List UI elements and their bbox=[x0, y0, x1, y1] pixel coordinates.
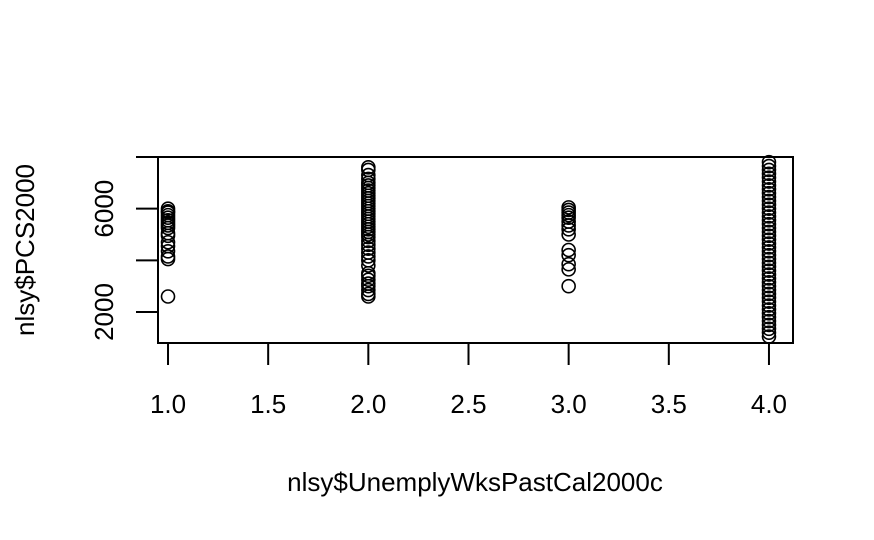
data-point bbox=[761, 271, 777, 286]
data-point bbox=[761, 274, 777, 290]
x-tick-label: 3.5 bbox=[651, 389, 687, 419]
points-layer bbox=[160, 154, 777, 344]
data-point bbox=[561, 227, 576, 242]
data-point bbox=[761, 185, 777, 201]
data-point bbox=[761, 240, 777, 255]
data-point bbox=[761, 263, 777, 278]
data-point bbox=[761, 317, 777, 333]
data-point bbox=[761, 294, 777, 309]
data-point bbox=[761, 162, 777, 178]
data-point bbox=[561, 262, 576, 277]
data-point bbox=[761, 267, 777, 282]
data-point bbox=[761, 212, 777, 228]
x-tick-label: 4.0 bbox=[751, 389, 787, 419]
data-point bbox=[361, 272, 376, 288]
data-point bbox=[361, 171, 376, 187]
data-point bbox=[361, 289, 376, 304]
data-point bbox=[561, 278, 576, 294]
data-point bbox=[761, 290, 777, 306]
data-point bbox=[761, 201, 777, 216]
data-point bbox=[761, 178, 777, 193]
data-point bbox=[561, 242, 576, 258]
data-point bbox=[361, 237, 376, 253]
data-point bbox=[160, 251, 176, 267]
data-point bbox=[761, 247, 777, 263]
data-point bbox=[761, 158, 777, 174]
data-point bbox=[761, 170, 777, 185]
data-point bbox=[561, 222, 576, 237]
x-tick-label: 2.0 bbox=[350, 389, 386, 419]
data-point bbox=[761, 278, 777, 294]
y-axis: 2000 6000 bbox=[89, 156, 159, 341]
data-point bbox=[561, 247, 576, 263]
data-point bbox=[761, 243, 777, 259]
data-point bbox=[761, 193, 777, 209]
y-axis-label: nlsy$PCS2000 bbox=[10, 164, 40, 336]
data-point bbox=[761, 216, 777, 232]
data-point bbox=[361, 282, 376, 298]
data-point bbox=[160, 228, 176, 244]
data-point bbox=[761, 302, 777, 317]
data-point bbox=[761, 313, 777, 329]
data-point bbox=[761, 325, 777, 340]
data-point bbox=[160, 243, 176, 259]
data-point bbox=[761, 236, 777, 251]
data-point bbox=[761, 228, 777, 244]
data-point bbox=[761, 282, 777, 298]
data-point bbox=[761, 205, 777, 220]
data-point bbox=[761, 298, 777, 313]
data-point bbox=[761, 259, 777, 275]
data-point bbox=[761, 255, 777, 271]
data-point bbox=[761, 174, 777, 189]
data-point bbox=[160, 289, 176, 304]
data-point bbox=[761, 220, 777, 236]
data-point bbox=[761, 166, 777, 182]
x-tick-label: 2.5 bbox=[450, 389, 486, 419]
data-point bbox=[761, 251, 777, 267]
data-point bbox=[761, 154, 777, 170]
x-tick-label: 3.0 bbox=[551, 389, 587, 419]
data-point bbox=[361, 278, 376, 294]
data-point bbox=[761, 232, 777, 247]
data-point bbox=[561, 218, 576, 233]
data-point bbox=[761, 309, 777, 325]
data-point bbox=[160, 234, 176, 250]
data-point bbox=[561, 256, 576, 272]
data-point bbox=[761, 189, 777, 205]
y-tick-label: 2000 bbox=[89, 283, 119, 341]
data-point bbox=[361, 268, 376, 284]
x-axis: 1.0 1.5 2.0 2.5 3.0 3.5 4.0 bbox=[150, 342, 787, 419]
data-point bbox=[761, 197, 777, 213]
data-point bbox=[561, 210, 576, 226]
data-point bbox=[361, 229, 376, 245]
data-point bbox=[761, 305, 777, 321]
y-tick-label: 6000 bbox=[89, 180, 119, 238]
data-point bbox=[761, 321, 777, 337]
data-point bbox=[761, 181, 777, 197]
data-point bbox=[361, 249, 376, 264]
x-tick-label: 1.0 bbox=[150, 389, 186, 419]
data-point bbox=[761, 286, 777, 302]
x-tick-label: 1.5 bbox=[250, 389, 286, 419]
data-point bbox=[761, 224, 777, 240]
data-point bbox=[361, 233, 376, 249]
data-point bbox=[361, 241, 376, 257]
data-point bbox=[761, 209, 777, 224]
data-point bbox=[160, 220, 176, 236]
plot-frame bbox=[157, 156, 794, 344]
data-point bbox=[361, 258, 376, 273]
x-axis-label: nlsy$UnemplyWksPastCal2000c bbox=[287, 467, 663, 497]
